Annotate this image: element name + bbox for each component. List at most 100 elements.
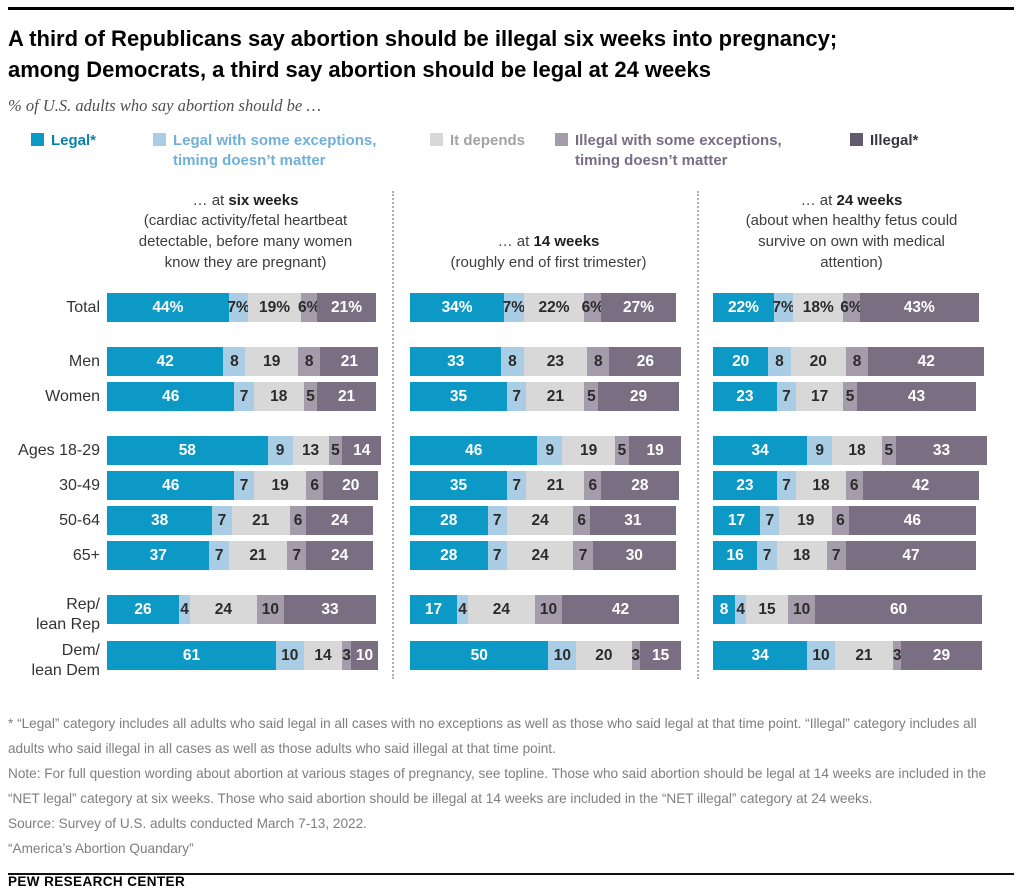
- bar-segment: 21: [231, 506, 290, 536]
- bar-row: Total 44% 7% 19% 6% 21% 34% 7% 22% 6% 27% 22% 7% 18% 6…: [8, 293, 1014, 323]
- bar-value-label: 5: [884, 441, 894, 459]
- footnote-quote: “America’s Abortion Quandary”: [8, 841, 194, 857]
- bar-value-label: 7: [492, 546, 502, 564]
- bar-value-label: 46: [162, 476, 180, 494]
- stacked-bar: 35 7 21 5 29: [410, 382, 679, 412]
- stacked-bar: 20 8 20 8 42: [713, 347, 985, 377]
- bar-segment: 8: [845, 347, 869, 377]
- bar-segment: 10: [807, 641, 835, 671]
- panel-cell: 23 7 18 6 42: [713, 471, 990, 501]
- bar-segment: 10: [548, 641, 577, 671]
- bar-value-label: 60: [889, 600, 908, 618]
- bar-segment: 3: [631, 641, 640, 671]
- bar-segment: 7: [573, 541, 593, 571]
- bar-segment: 21: [317, 382, 376, 412]
- bar-value-label: 7%: [772, 298, 795, 316]
- bar-segment: 21: [228, 541, 288, 571]
- bar-value-label: 8: [594, 352, 603, 370]
- bar-segment: 17: [410, 595, 458, 625]
- bar-value-label: 15: [652, 646, 670, 664]
- bar-segment: 7: [506, 382, 527, 412]
- bar-value-label: 21: [337, 387, 356, 405]
- bar-value-label: 47: [902, 546, 920, 564]
- bar-row: Men 42 8 19 8 21 33 8 23 8 26 20 8 20 8 42: [8, 347, 1014, 377]
- legend-label: It depends: [450, 132, 526, 150]
- bar-segment: 60: [815, 595, 982, 625]
- bar-value-label: 7: [214, 546, 224, 564]
- bar-segment: 21: [834, 641, 894, 671]
- bar-segment: 24: [190, 595, 257, 625]
- bar-segment: 6: [306, 471, 324, 501]
- bar-value-label: 13: [301, 441, 320, 459]
- bar-segment: 16: [713, 541, 758, 571]
- bar-segment: 7: [212, 506, 232, 536]
- bar-value-label: 42: [917, 352, 935, 370]
- bar-value-label: 23: [736, 476, 754, 494]
- row-label: 50-64: [8, 506, 100, 535]
- bar-value-label: 10: [281, 646, 299, 664]
- panel-description: (cardiac activity/fetal heartbeat detect…: [138, 212, 353, 271]
- bar-segment: 34: [713, 436, 808, 466]
- bar-value-label: 21%: [331, 298, 363, 316]
- bar-segment: 46: [107, 471, 235, 501]
- bar-segment: 29: [598, 382, 679, 412]
- bar-value-label: 46: [465, 441, 483, 459]
- panel-cell: 23 7 17 5 43: [713, 382, 990, 412]
- bar-value-label: 43%: [903, 298, 935, 316]
- bar-value-label: 26: [134, 600, 152, 618]
- bar-value-label: 7: [239, 387, 249, 405]
- bar-segment: 31: [590, 506, 676, 536]
- bar-row: Women 46 7 18 5 21 35 7 21 5 29 23 7 17 5 43: [8, 382, 1014, 412]
- panel-cell: 33 8 23 8 26: [410, 347, 687, 377]
- row-label-line: Women: [45, 387, 100, 405]
- bar-segment: 8: [298, 347, 321, 377]
- stacked-bar: 46 9 19 5 19: [410, 436, 682, 466]
- panel-heading-prefix: … at: [800, 191, 837, 209]
- bar-segment: 46: [848, 506, 977, 536]
- bar-segment: 35: [410, 471, 507, 501]
- stacked-bar: 34 9 18 5 33: [713, 436, 988, 466]
- bar-segment: 8: [713, 595, 736, 625]
- footnote-note: Note: For full question wording about ab…: [8, 766, 987, 807]
- stacked-bar: 58 9 13 5 14: [107, 436, 382, 466]
- bar-segment: 6: [845, 471, 863, 501]
- bar-segment: 28: [410, 506, 488, 536]
- legend-item: Legal with some exceptions, timing doesn…: [153, 131, 398, 170]
- stacked-bar: 23 7 18 6 42: [713, 471, 979, 501]
- bar-value-label: 27%: [622, 298, 654, 316]
- panel-cell: 46 7 19 6 20: [107, 471, 384, 501]
- bar-segment: 18: [776, 541, 827, 571]
- legend-swatch-icon: [555, 133, 568, 147]
- bar-segment: 23: [523, 347, 588, 377]
- bar-value-label: 44%: [152, 298, 184, 316]
- bar-segment: 18: [796, 471, 846, 501]
- bar-value-label: 33: [321, 600, 339, 618]
- panel-cell: 34 9 18 5 33: [713, 436, 990, 466]
- bar-value-label: 18: [812, 476, 830, 494]
- bar-value-label: 8: [508, 352, 517, 370]
- stacked-bar: 38 7 21 6 24: [107, 506, 373, 536]
- row-label: 30-49: [8, 471, 100, 500]
- stacked-bar: 61 10 14 3 10: [107, 641, 379, 671]
- bar-segment: 43%: [859, 293, 979, 323]
- bar-segment: 33: [410, 347, 502, 377]
- bar-value-label: 24: [331, 511, 349, 529]
- bar-value-label: 6: [577, 511, 586, 529]
- panel-heading-bold: 14 weeks: [533, 233, 600, 251]
- bar-segment: 22%: [713, 293, 774, 323]
- bar-segment: 5: [584, 382, 599, 412]
- bar-segment: 10: [350, 641, 379, 671]
- panel-description: (about when healthy fetus could survive …: [745, 212, 958, 271]
- bar-segment: 23: [713, 471, 777, 501]
- bar-value-label: 20: [595, 646, 613, 664]
- bar-segment: 29: [901, 641, 982, 671]
- bar-segment: 10: [787, 595, 816, 625]
- legend-swatch-icon: [153, 133, 166, 147]
- bar-value-label: 17: [810, 387, 829, 405]
- bar-segment: 58: [107, 436, 268, 466]
- bar-value-label: 21: [249, 546, 267, 564]
- bar-value-label: 7: [292, 546, 302, 564]
- bar-segment: 3: [342, 641, 351, 671]
- bar-value-label: 14: [314, 646, 332, 664]
- bar-segment: 8: [223, 347, 246, 377]
